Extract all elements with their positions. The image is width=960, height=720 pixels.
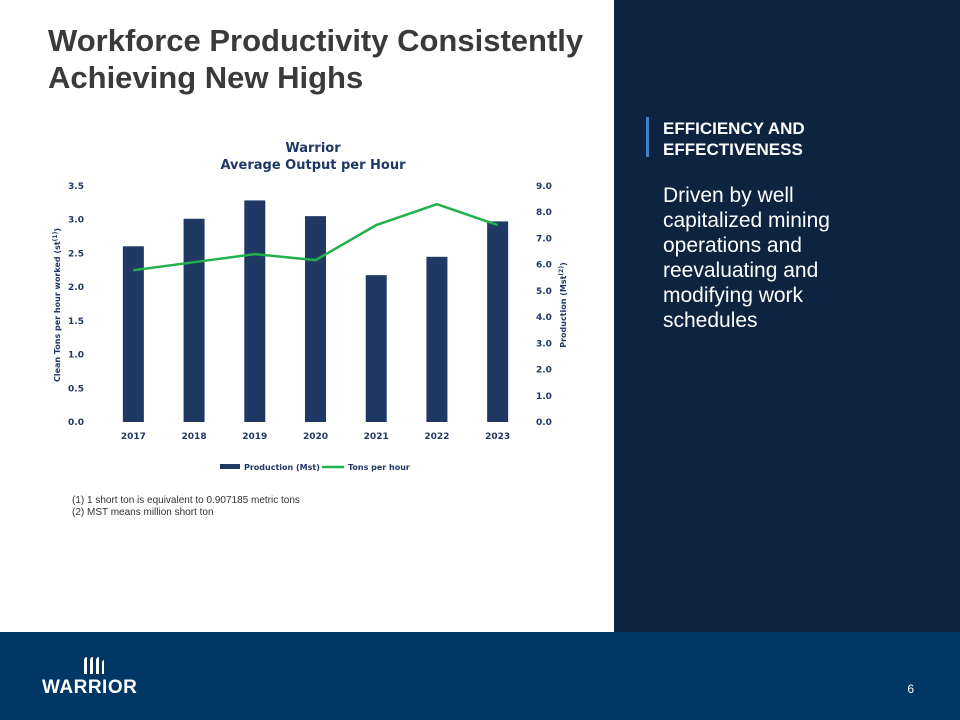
- body-line: Driven by well: [663, 184, 794, 207]
- y-right-tick-label: 7.0: [536, 234, 552, 244]
- y-right-tick-label: 2.0: [536, 366, 552, 376]
- footnote-2: (2) MST means million short ton: [72, 507, 214, 518]
- panel-body-text: Driven by well capitalized mining operat…: [663, 183, 903, 333]
- y-right-tick-label: 5.0: [536, 287, 552, 297]
- section-heading-line1: EFFICIENCY AND: [663, 119, 805, 138]
- productivity-chart: Warrior Average Output per Hour 0.0 0.5 1.…: [52, 141, 568, 472]
- legend-label-tons: Tons per hour: [348, 463, 410, 472]
- body-line: modifying work: [663, 284, 804, 307]
- y-right-tick-label: 1.0: [536, 392, 552, 402]
- y-left-tick-label: 2.5: [68, 249, 84, 259]
- y-left-tick-label: 0.0: [68, 418, 84, 428]
- x-tick-label: 2022: [424, 432, 449, 442]
- production-bar: [365, 275, 387, 422]
- legend-label-production: Production (Mst): [244, 463, 320, 472]
- page-number: 6: [907, 682, 914, 696]
- logo-wordmark: WARRIOR: [42, 677, 138, 698]
- y-right-tick-label: 4.0: [536, 313, 552, 323]
- x-tick-label: 2017: [121, 432, 146, 442]
- y-right-tick-label: 0.0: [536, 418, 552, 428]
- y-right-tick-label: 8.0: [536, 208, 552, 218]
- production-bar: [487, 221, 509, 422]
- footer-bar: [0, 632, 960, 720]
- y-right-tick-label: 3.0: [536, 339, 552, 349]
- chart-subtitle: Average Output per Hour: [220, 158, 406, 173]
- y-axis-right-label: Production (Mst(2)): [558, 262, 568, 348]
- y-left-tick-label: 3.0: [68, 216, 84, 226]
- slide-title-line2: Achieving New Highs: [48, 60, 364, 95]
- y-left-tick-label: 0.5: [68, 384, 84, 394]
- x-tick-label: 2023: [485, 432, 510, 442]
- body-line: operations and: [663, 234, 802, 257]
- y-left-tick-label: 1.5: [68, 317, 84, 327]
- production-bar: [305, 216, 326, 422]
- slide-title: Workforce Productivity Consistently Achie…: [48, 22, 618, 96]
- slide-title-line1: Workforce Productivity Consistently: [48, 23, 584, 58]
- chart-container: Warrior Average Output per Hour 0.0 0.5 1.…: [48, 130, 588, 480]
- section-heading-line2: EFFECTIVENESS: [663, 140, 803, 159]
- footnotes: (1) 1 short ton is equivalent to 0.90718…: [72, 495, 300, 519]
- section-heading: EFFICIENCY AND EFFECTIVENESS: [663, 118, 923, 160]
- accent-bar: [646, 117, 649, 157]
- x-tick-label: 2019: [242, 432, 267, 442]
- x-tick-label: 2021: [364, 432, 389, 442]
- production-bar: [122, 246, 144, 422]
- y-right-tick-label: 9.0: [536, 182, 552, 192]
- legend-swatch-production: [220, 464, 240, 469]
- production-bar: [426, 256, 448, 422]
- x-tick-label: 2020: [303, 432, 328, 442]
- body-line: reevaluating and: [663, 259, 819, 282]
- y-left-tick-label: 3.5: [68, 182, 84, 192]
- body-line: schedules: [663, 309, 758, 332]
- y-left-tick-label: 1.0: [68, 351, 84, 361]
- chart-legend: Production (Mst) Tons per hour: [220, 463, 410, 472]
- production-bar: [244, 200, 266, 422]
- production-bar: [183, 218, 205, 422]
- y-left-tick-label: 2.0: [68, 283, 84, 293]
- y-axis-left-label: Clean Tons per hour worked (st(1)): [52, 228, 62, 382]
- x-tick-label: 2018: [182, 432, 207, 442]
- warrior-mark-icon: [84, 657, 104, 674]
- right-panel: [614, 0, 960, 632]
- body-line: capitalized mining: [663, 209, 830, 232]
- chart-title: Warrior: [285, 141, 341, 156]
- warrior-logo: WARRIOR: [42, 656, 152, 701]
- tons-per-hour-line: [133, 202, 499, 272]
- y-right-tick-label: 6.0: [536, 261, 552, 271]
- footnote-1: (1) 1 short ton is equivalent to 0.90718…: [72, 495, 300, 506]
